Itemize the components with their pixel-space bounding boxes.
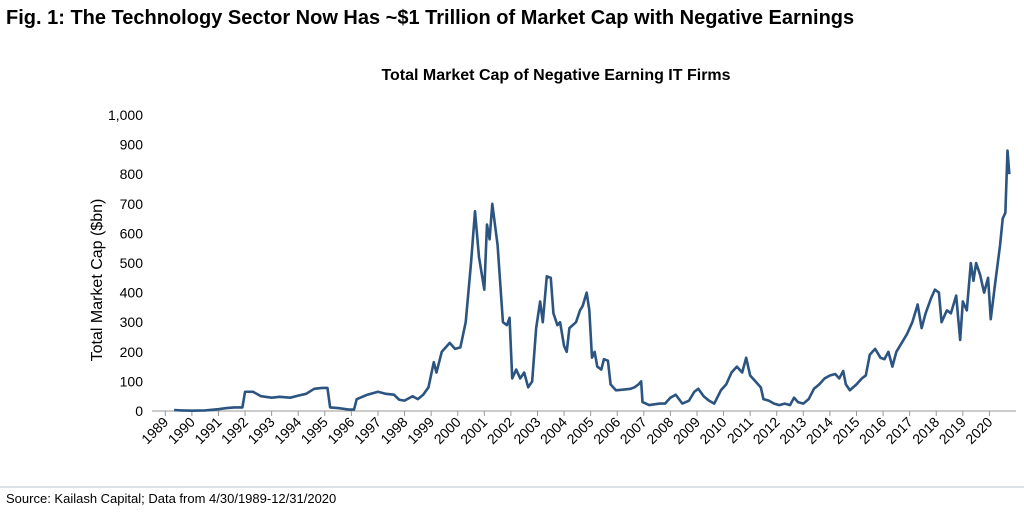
data-line [174,149,1011,412]
x-tick-label: 2004 [537,414,570,447]
y-tick-label: 0 [135,403,143,419]
x-tick-label: 1999 [404,414,437,447]
x-tick-label: 2003 [510,414,543,447]
x-tick-label: 1989 [138,414,171,447]
x-tick-label: 2016 [856,414,889,447]
y-tick-label: 700 [120,196,144,212]
x-tick-label: 2009 [670,414,703,447]
x-tick-label: 2020 [962,414,995,447]
x-tick-label: 2019 [936,414,969,447]
x-tick-label: 1992 [218,414,251,447]
y-tick-label: 1,000 [108,107,143,123]
x-tick-label: 1993 [244,414,277,447]
x-tick-label: 2014 [803,414,836,447]
y-tick-label: 900 [120,137,144,153]
x-tick-label: 1998 [377,414,410,447]
x-tick-label: 1997 [351,414,384,447]
x-tick-label: 2017 [882,414,915,447]
y-tick-label: 100 [120,373,144,389]
x-tick-label: 1996 [324,414,357,447]
x-tick-label: 2000 [430,414,463,447]
x-tick-label: 1994 [271,414,304,447]
x-tick-label: 1991 [191,414,224,447]
y-tick-label: 500 [120,255,144,271]
y-tick-label: 800 [120,166,144,182]
y-tick-label: 300 [120,314,144,330]
x-tick-label: 2001 [457,414,490,447]
x-tick-label: 2010 [696,414,729,447]
figure-title: Fig. 1: The Technology Sector Now Has ~$… [6,7,854,29]
x-tick-label: 2011 [724,414,757,447]
x-tick-label: 2005 [563,414,596,447]
x-tick-label: 2015 [829,414,862,447]
y-axis-label: Total Market Cap ($bn) [89,199,106,362]
y-tick-label: 600 [120,225,144,241]
y-tick-label: 200 [120,344,144,360]
source-note: Source: Kailash Capital; Data from 4/30/… [6,491,336,506]
x-tick-label: 2018 [909,414,942,447]
x-tick-label: 2007 [617,414,650,447]
x-tick-label: 1995 [298,414,331,447]
x-tick-label: 2012 [750,414,783,447]
y-tick-label: 400 [120,285,144,301]
x-tick-label: 2008 [643,414,676,447]
x-tick-label: 2002 [484,414,517,447]
x-tick-label: 2013 [776,414,809,447]
chart-title: Total Market Cap of Negative Earning IT … [381,67,730,84]
x-tick-label: 2006 [590,414,623,447]
x-tick-label: 1990 [165,414,198,447]
